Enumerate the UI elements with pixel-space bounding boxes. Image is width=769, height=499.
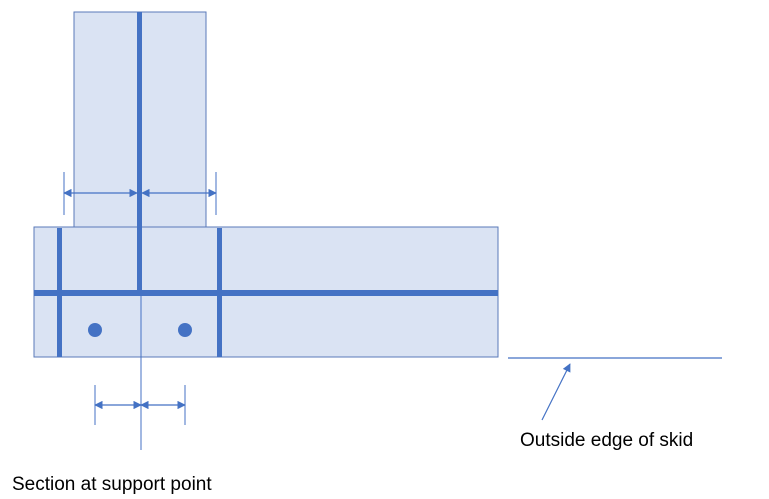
horizontal-bar xyxy=(34,290,498,296)
lower-dimension xyxy=(94,385,186,425)
upper-dimension xyxy=(63,172,217,215)
edge-note: Outside edge of skid xyxy=(520,430,693,451)
bar-section-left xyxy=(88,323,102,337)
bar-section-right xyxy=(178,323,192,337)
left-vertical-bar xyxy=(57,228,62,357)
leader-arrow xyxy=(541,363,571,421)
right-vertical-bar xyxy=(217,228,222,357)
caption: Section at support point xyxy=(12,474,212,495)
column-center-bar xyxy=(137,12,142,296)
